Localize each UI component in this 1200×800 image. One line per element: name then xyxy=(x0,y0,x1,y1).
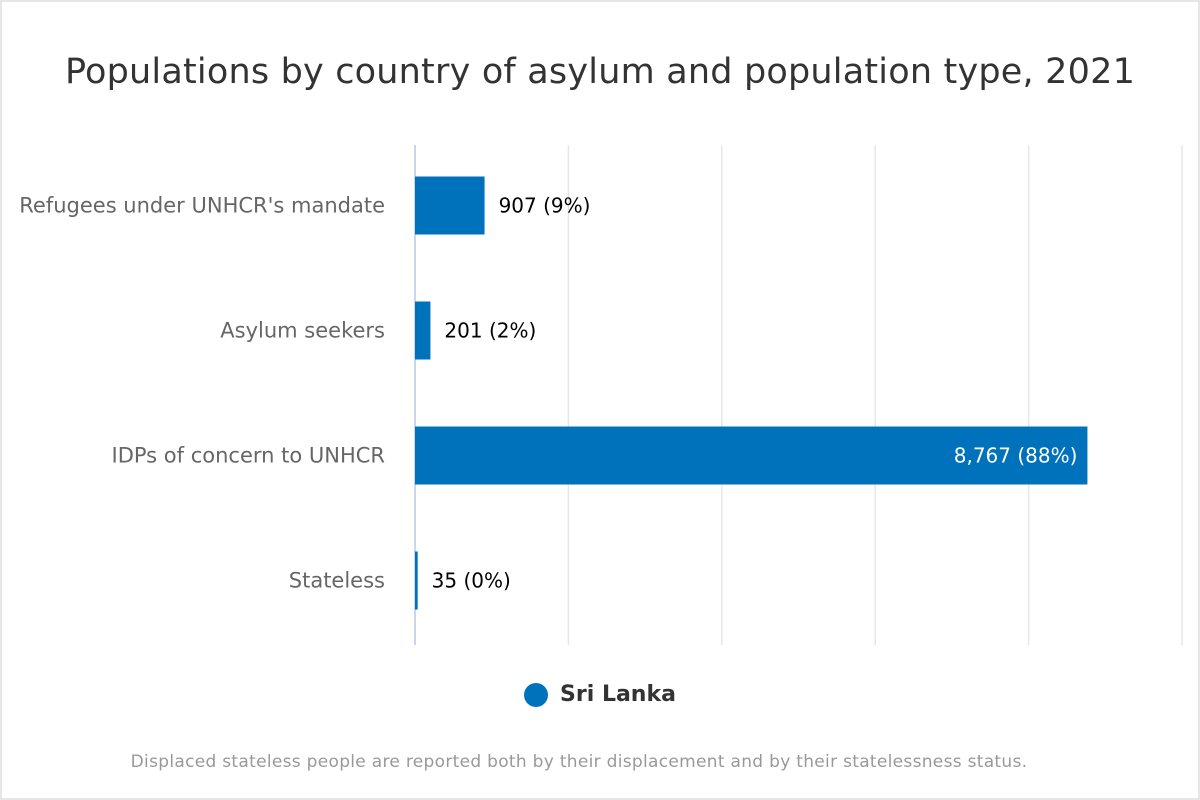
legend[interactable]: Sri Lanka xyxy=(0,682,1200,707)
legend-swatch-sri-lanka xyxy=(524,682,549,707)
bar[interactable] xyxy=(415,301,431,360)
data-label: 8,767 (88%) xyxy=(954,444,1078,468)
category-label: Refugees under UNHCR's mandate xyxy=(19,194,385,218)
legend-label-sri-lanka: Sri Lanka xyxy=(560,682,676,707)
chart-title: Populations by country of asylum and pop… xyxy=(64,52,1136,92)
bar[interactable] xyxy=(415,426,1088,485)
data-label: 35 (0%) xyxy=(432,569,511,593)
chart-footnote: Displaced stateless people are reported … xyxy=(130,752,1028,772)
category-label: Asylum seekers xyxy=(220,319,385,343)
category-label: Stateless xyxy=(289,569,385,593)
category-label: IDPs of concern to UNHCR xyxy=(112,444,386,468)
data-label: 907 (9%) xyxy=(499,194,591,218)
bar[interactable] xyxy=(415,551,418,610)
data-label: 201 (2%) xyxy=(444,319,536,343)
bar[interactable] xyxy=(415,176,485,235)
